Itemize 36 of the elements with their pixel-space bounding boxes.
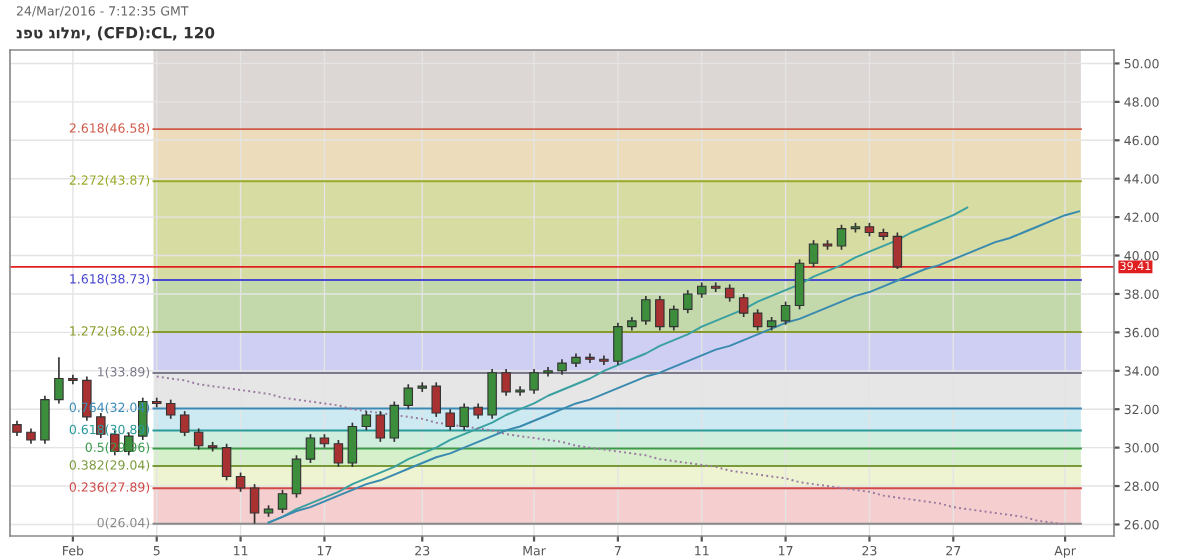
candlestick: [683, 289, 693, 315]
candlestick: [291, 454, 302, 499]
candlestick: [277, 489, 288, 514]
candlestick: [333, 439, 344, 468]
candlestick: [780, 300, 791, 326]
candlestick: [249, 483, 260, 525]
candlestick: [235, 471, 246, 493]
candlestick: [165, 398, 176, 420]
line-series: [155, 375, 1067, 526]
candlestick: [794, 258, 805, 311]
candlestick: [892, 231, 903, 270]
candlestick: [641, 295, 651, 326]
candlestick: [54, 356, 64, 405]
candlestick: [361, 410, 372, 432]
candlestick: [389, 400, 400, 443]
candlestick: [752, 308, 763, 332]
candlestick: [487, 368, 497, 420]
candlestick: [738, 293, 749, 318]
candlestick: [193, 427, 204, 451]
candlestick: [613, 321, 623, 366]
candlestick: [669, 304, 679, 332]
candlestick: [403, 383, 414, 411]
candlestick: [655, 295, 665, 332]
candlestick: [529, 368, 539, 395]
candlestick: [808, 239, 819, 268]
candlestick: [431, 381, 441, 418]
candlestick: [836, 223, 847, 251]
candlestick: [179, 410, 190, 437]
candlestick: [305, 433, 316, 464]
candlestick: [221, 442, 232, 482]
candlestick: [347, 421, 358, 468]
candlestick: [445, 408, 455, 432]
candlestick: [375, 410, 386, 443]
candlestick: [459, 402, 469, 432]
candlestick: [40, 394, 50, 445]
candlestick: [501, 368, 511, 397]
